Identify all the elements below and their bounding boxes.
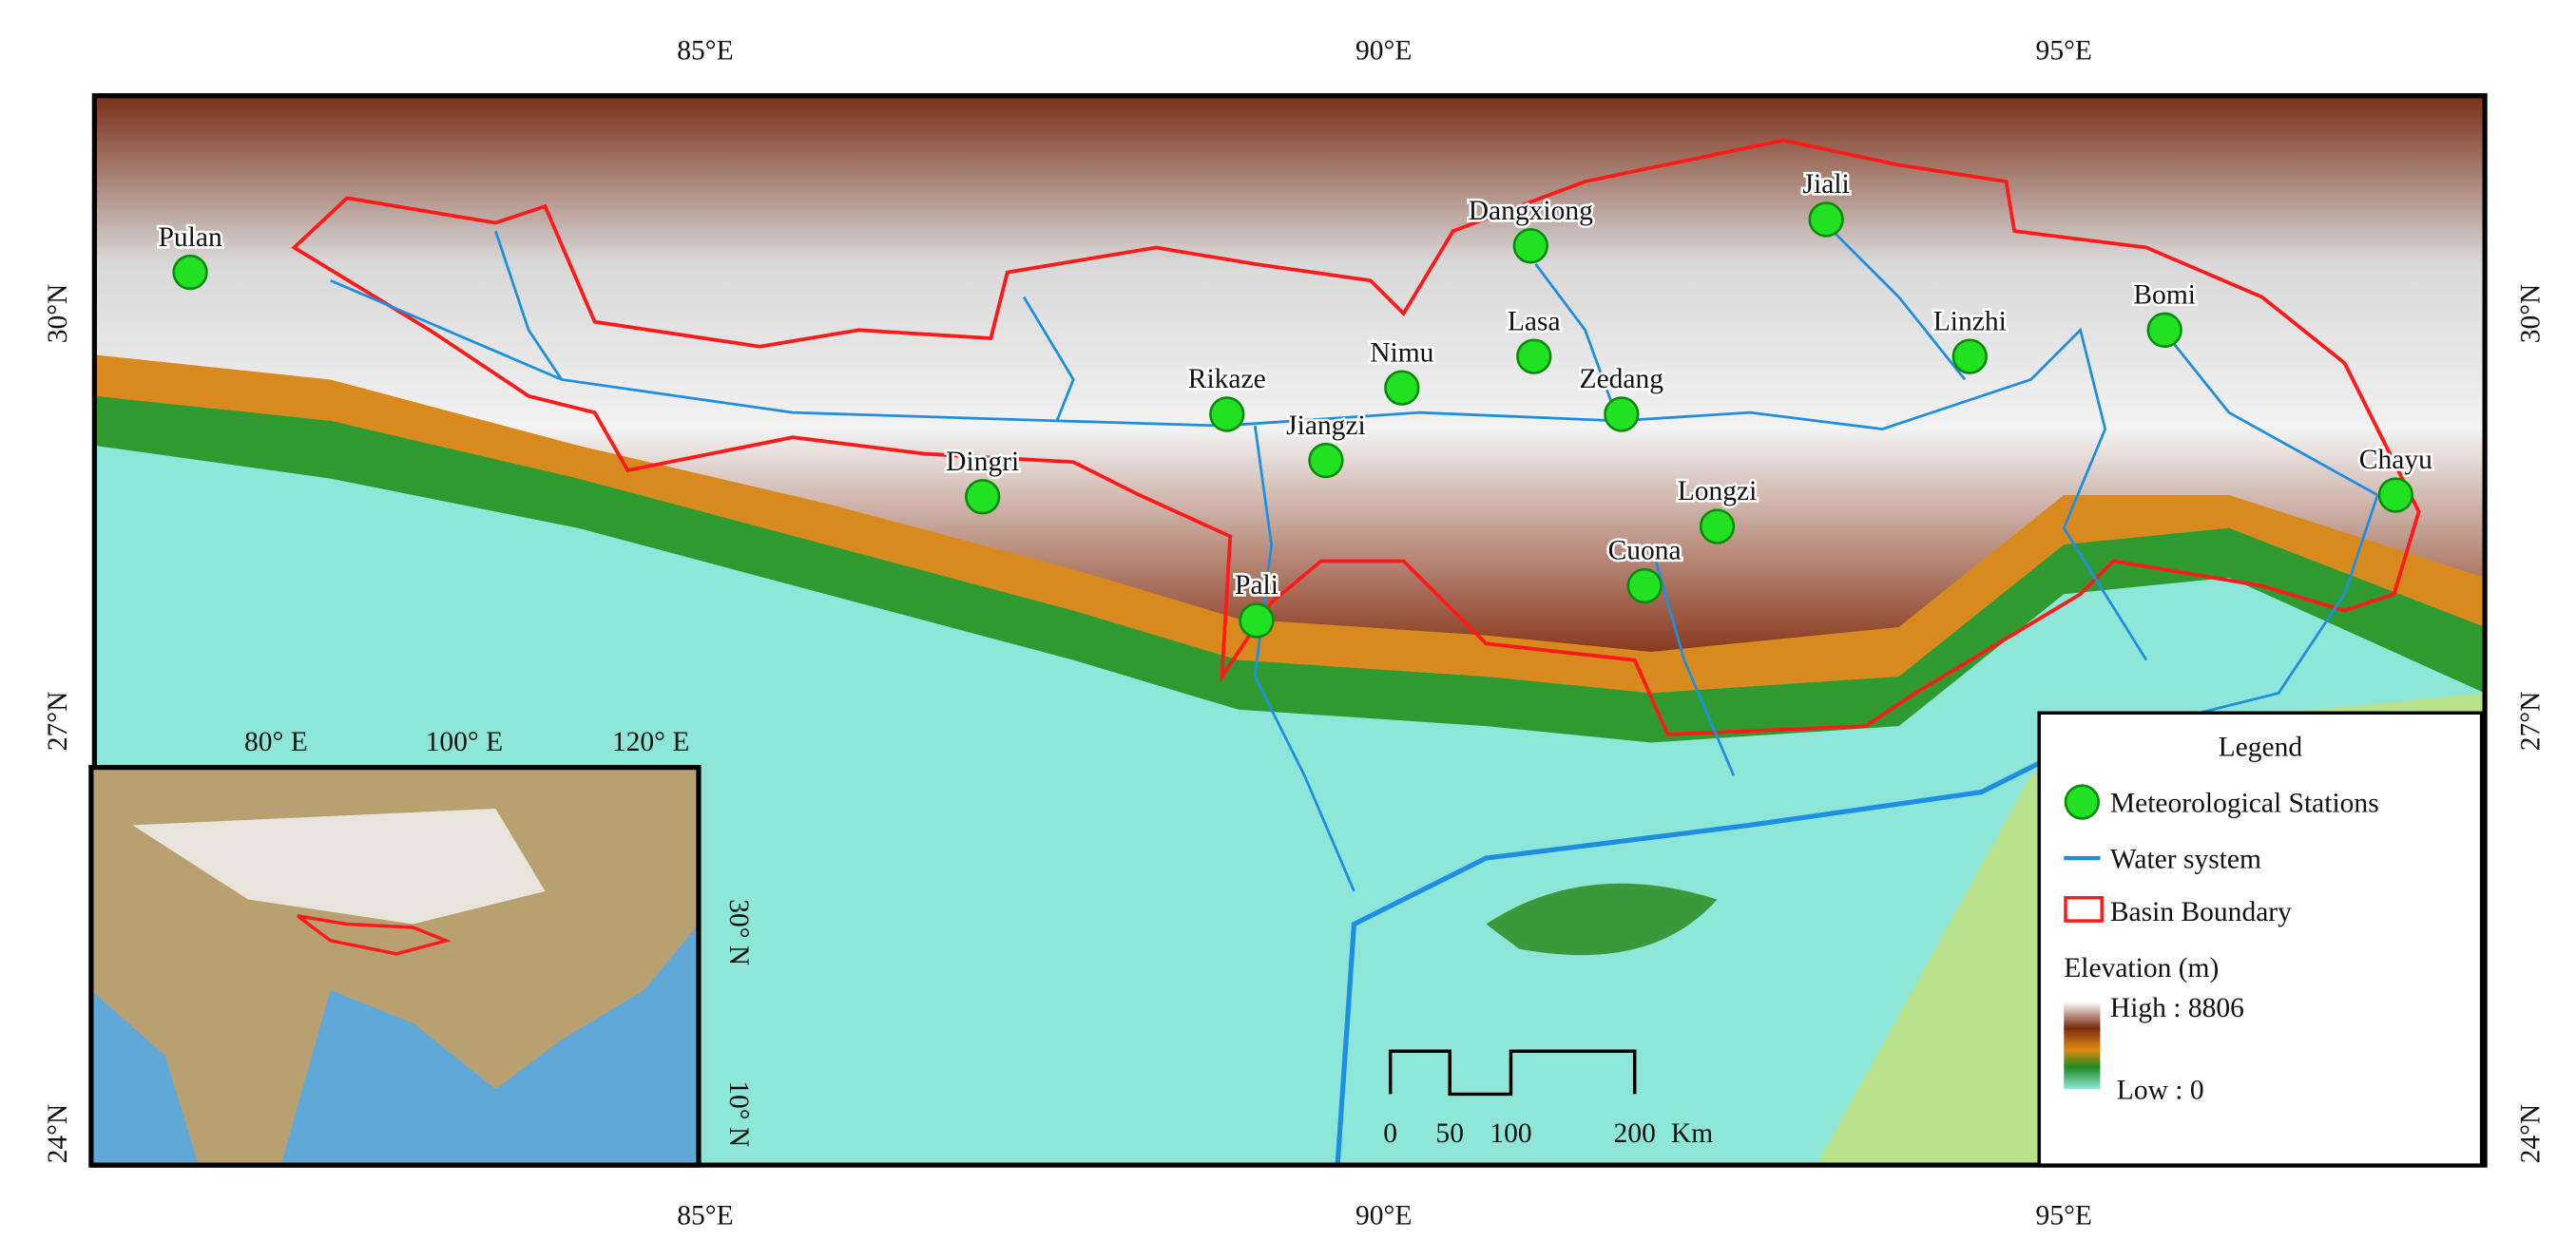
station-label: Rikaze (1188, 364, 1266, 394)
scale-unit: Km (1671, 1118, 1713, 1149)
legend-item: Basin Boundary (2110, 897, 2292, 927)
water-system (330, 213, 2379, 1166)
basin-boundary (291, 138, 2421, 736)
inset-map (88, 764, 702, 1168)
station-label: Dingri (946, 447, 1019, 477)
station-marker (1209, 396, 1245, 432)
x-tick-label: 90°E (1355, 36, 1412, 67)
inset-graticule-labels: 80° E 100° E 120° E 30° N 10° N (244, 727, 754, 1147)
y-tick-label: 27°N (43, 692, 73, 752)
station-marker (1951, 338, 1988, 374)
elevation-title: Elevation (m) (2064, 953, 2219, 983)
legend-station-symbol (2064, 784, 2101, 820)
legend-item: Water system (2110, 845, 2261, 875)
station-marker (2146, 312, 2182, 349)
station-label: Jiali (1803, 169, 1850, 200)
map-frame (91, 93, 2488, 1168)
inset-y-tick-label: 10° N (723, 1080, 754, 1147)
scale-label: 100 (1490, 1118, 1531, 1149)
station-label: Chayu (2359, 445, 2432, 475)
x-tick-label: 85°E (677, 36, 733, 67)
station-marker (1239, 602, 1275, 639)
station-label: Linzhi (1933, 306, 2007, 336)
inset-x-tick-label: 120° E (612, 727, 689, 757)
x-tick-label: 95°E (2036, 36, 2092, 67)
legend: Legend Meteorological Stations Water sys… (2037, 711, 2484, 1167)
y-tick-label: 30°N (2515, 284, 2546, 344)
elevation-ramp (2064, 1002, 2101, 1090)
station-label: Longzi (1678, 476, 1758, 506)
scale-label: 50 (1435, 1118, 1464, 1149)
inset-x-tick-label: 80° E (244, 727, 308, 757)
legend-basin-symbol (2064, 896, 2104, 923)
legend-title: Legend (2219, 732, 2303, 762)
station-label: Dangxiong (1469, 196, 1593, 226)
station-marker (1384, 370, 1420, 406)
scale-label: 200 (1614, 1118, 1656, 1149)
station-label: Pulan (158, 222, 221, 253)
station-marker (1516, 338, 1552, 374)
x-tick-label: 90°E (1355, 1201, 1412, 1231)
station-label: Bomi (2133, 280, 2196, 311)
station-label: Pali (1235, 570, 1278, 601)
elevation-high: High : 8806 (2110, 993, 2244, 1023)
graticule-labels: 85°E 85°E 90°E 90°E 95°E 95°E 30°N 30°N 27°N 27°N… (43, 36, 2547, 1231)
x-tick-label: 95°E (2036, 1201, 2092, 1231)
scale-labels: 0 50 100 200 Km (1383, 1118, 1713, 1149)
station-marker (1626, 567, 1663, 604)
elevation-low: Low : 0 (2117, 1076, 2204, 1106)
y-tick-label: 24°N (2515, 1104, 2546, 1164)
inset-x-tick-label: 100° E (426, 727, 504, 757)
station-label: Nimu (1370, 337, 1433, 368)
station-label: Cuona (1608, 536, 1682, 566)
legend-item: Meteorological Stations (2110, 788, 2379, 818)
station-marker (1699, 508, 1736, 544)
station-marker (1604, 396, 1640, 432)
station-marker (1308, 442, 1344, 479)
stations: Pulan Dangxiong Jiali Bomi Linzhi Lasa Nimu Zed… (156, 167, 2435, 639)
station-marker (172, 254, 208, 291)
scale-label: 0 (1383, 1118, 1397, 1149)
station-marker (1512, 228, 1548, 264)
station-label: Lasa (1508, 306, 1561, 336)
y-tick-label: 30°N (43, 284, 73, 344)
station-marker (965, 479, 1001, 515)
y-tick-label: 27°N (2515, 692, 2546, 752)
station-label: Jiangzi (1286, 410, 1366, 441)
x-tick-label: 85°E (677, 1201, 733, 1231)
inset-y-tick-label: 30° N (723, 899, 754, 965)
station-marker (1808, 201, 1844, 238)
station-label: Zedang (1580, 364, 1664, 394)
station-marker (2377, 477, 2413, 513)
y-tick-label: 24°N (43, 1104, 73, 1164)
scale-bar (1388, 1049, 1637, 1097)
